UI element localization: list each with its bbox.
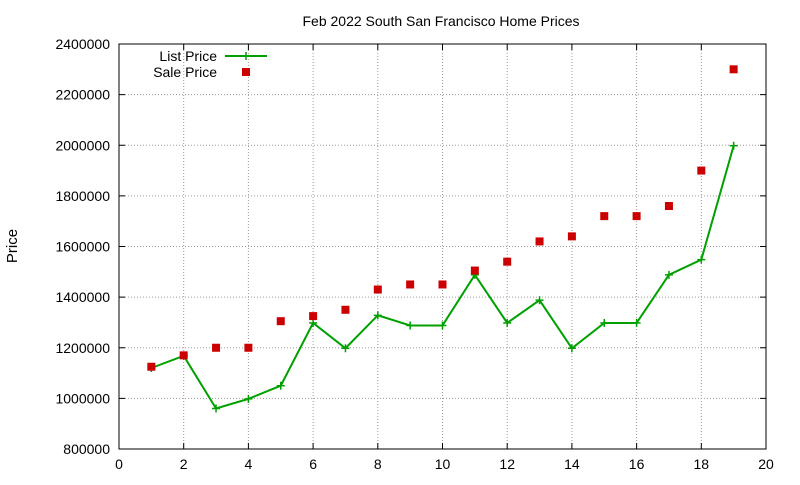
legend-label-list-price: List Price: [159, 48, 217, 64]
sale-price-point: [664, 202, 673, 210]
list-price-point: [406, 321, 415, 330]
y-tick-label: 2400000: [55, 36, 110, 52]
x-tick-label: 16: [629, 456, 645, 472]
sale-price-point: [341, 305, 350, 314]
list-price-point: [309, 318, 318, 327]
sale-price-point: [309, 312, 318, 321]
chart-title: Feb 2022 South San Francisco Home Prices: [302, 13, 579, 29]
sale-price-point: [244, 343, 253, 352]
axis-ticks: 0 2 4 6 8 10 12 14 16 18 20 800000 1000000 1200000 140…: [55, 36, 774, 472]
list-price-point: [244, 394, 253, 403]
list-price-point: [438, 321, 447, 330]
list-price-point: [503, 318, 512, 327]
series-sale-price: [147, 65, 738, 371]
series-layer: [147, 65, 738, 413]
y-tick-label: 800000: [63, 441, 110, 457]
x-tick-label: 6: [309, 456, 317, 472]
x-tick-label: 10: [435, 456, 451, 472]
y-tick-label: 1600000: [55, 239, 110, 255]
sale-price-point: [697, 166, 706, 175]
x-tick-label: 14: [564, 456, 580, 472]
x-tick-label: 20: [758, 456, 774, 472]
y-tick-label: 2000000: [55, 137, 110, 153]
sale-price-point: [406, 280, 415, 289]
list-price-point: [567, 344, 576, 353]
list-price-point: [373, 311, 382, 320]
x-tick-label: 2: [180, 456, 188, 472]
x-tick-label: 18: [694, 456, 710, 472]
legend-label-sale-price: Sale Price: [153, 64, 217, 80]
y-tick-label: 2200000: [55, 87, 110, 103]
y-tick-label: 1000000: [55, 390, 110, 406]
y-tick-label: 1200000: [55, 340, 110, 356]
sale-price-point: [438, 280, 447, 289]
sale-price-point: [470, 266, 479, 275]
list-price-point: [341, 344, 350, 353]
sale-price-point: [276, 317, 285, 326]
list-price-point: [600, 318, 609, 327]
y-axis-label: Price: [4, 229, 21, 263]
sale-price-point: [212, 343, 221, 352]
list-price-point: [276, 381, 285, 390]
grid-lines: [119, 44, 766, 449]
sale-price-point: [179, 351, 188, 360]
sale-price-point: [600, 212, 609, 221]
sale-price-point: [535, 237, 544, 246]
list-price-point: [664, 270, 673, 279]
list-price-point: [212, 404, 221, 413]
list-price-point: [632, 318, 641, 327]
plot-frame: [118, 43, 767, 450]
sale-price-point: [147, 362, 156, 371]
x-tick-label: 4: [245, 456, 253, 472]
sale-price-point: [729, 65, 738, 74]
list-price-point: [535, 296, 544, 305]
sale-price-point: [373, 285, 382, 294]
sale-price-point: [567, 232, 576, 241]
list-price-point: [729, 141, 738, 150]
x-tick-label: 0: [115, 456, 123, 472]
sale-price-point: [632, 212, 641, 221]
legend-marker-sale-price: [242, 68, 250, 76]
legend-marker-list-price: [242, 52, 250, 60]
x-tick-label: 8: [374, 456, 382, 472]
x-tick-label: 12: [499, 456, 515, 472]
list-price-point: [697, 255, 706, 264]
y-tick-label: 1400000: [55, 289, 110, 305]
y-tick-label: 1800000: [55, 188, 110, 204]
sale-price-point: [503, 257, 512, 266]
